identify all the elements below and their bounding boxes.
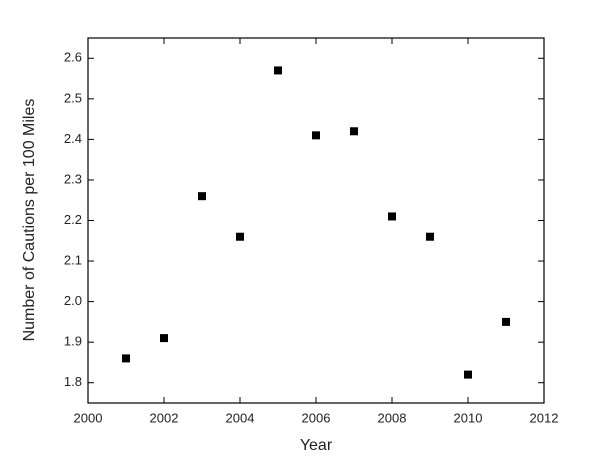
- x-tick-label: 2002: [150, 410, 179, 425]
- x-tick-label: 2010: [454, 410, 483, 425]
- y-tick-label: 1.8: [64, 374, 82, 389]
- point: [464, 370, 472, 379]
- x-tick-label: 2004: [226, 410, 255, 425]
- point: [312, 131, 320, 140]
- x-axis-title: Year: [300, 437, 333, 454]
- plot-frame: [87, 37, 545, 404]
- y-tick-label: 2.1: [64, 252, 82, 267]
- point: [502, 317, 510, 326]
- y-tick-label: 2.3: [64, 171, 82, 186]
- x-tick-label: 2006: [302, 410, 331, 425]
- y-tick-label: 2.6: [64, 50, 82, 65]
- point: [122, 354, 130, 363]
- y-tick-label: 2.4: [64, 131, 82, 146]
- point: [236, 232, 244, 241]
- y-tick-label: 2.2: [64, 212, 82, 227]
- y-tick-label: 2.5: [64, 90, 82, 105]
- y-axis-title: Number of Cautions per 100 Miles: [21, 99, 38, 342]
- y-tick-label: 2.0: [64, 293, 82, 308]
- point: [388, 212, 396, 221]
- point: [160, 334, 168, 343]
- x-tick-label: 2000: [74, 410, 103, 425]
- point: [350, 127, 358, 136]
- y-tick-label: 1.9: [64, 334, 82, 349]
- point: [426, 232, 434, 241]
- point: [198, 192, 206, 201]
- x-tick-label: 2012: [530, 410, 559, 425]
- point: [274, 66, 282, 75]
- x-tick-label: 2008: [378, 410, 407, 425]
